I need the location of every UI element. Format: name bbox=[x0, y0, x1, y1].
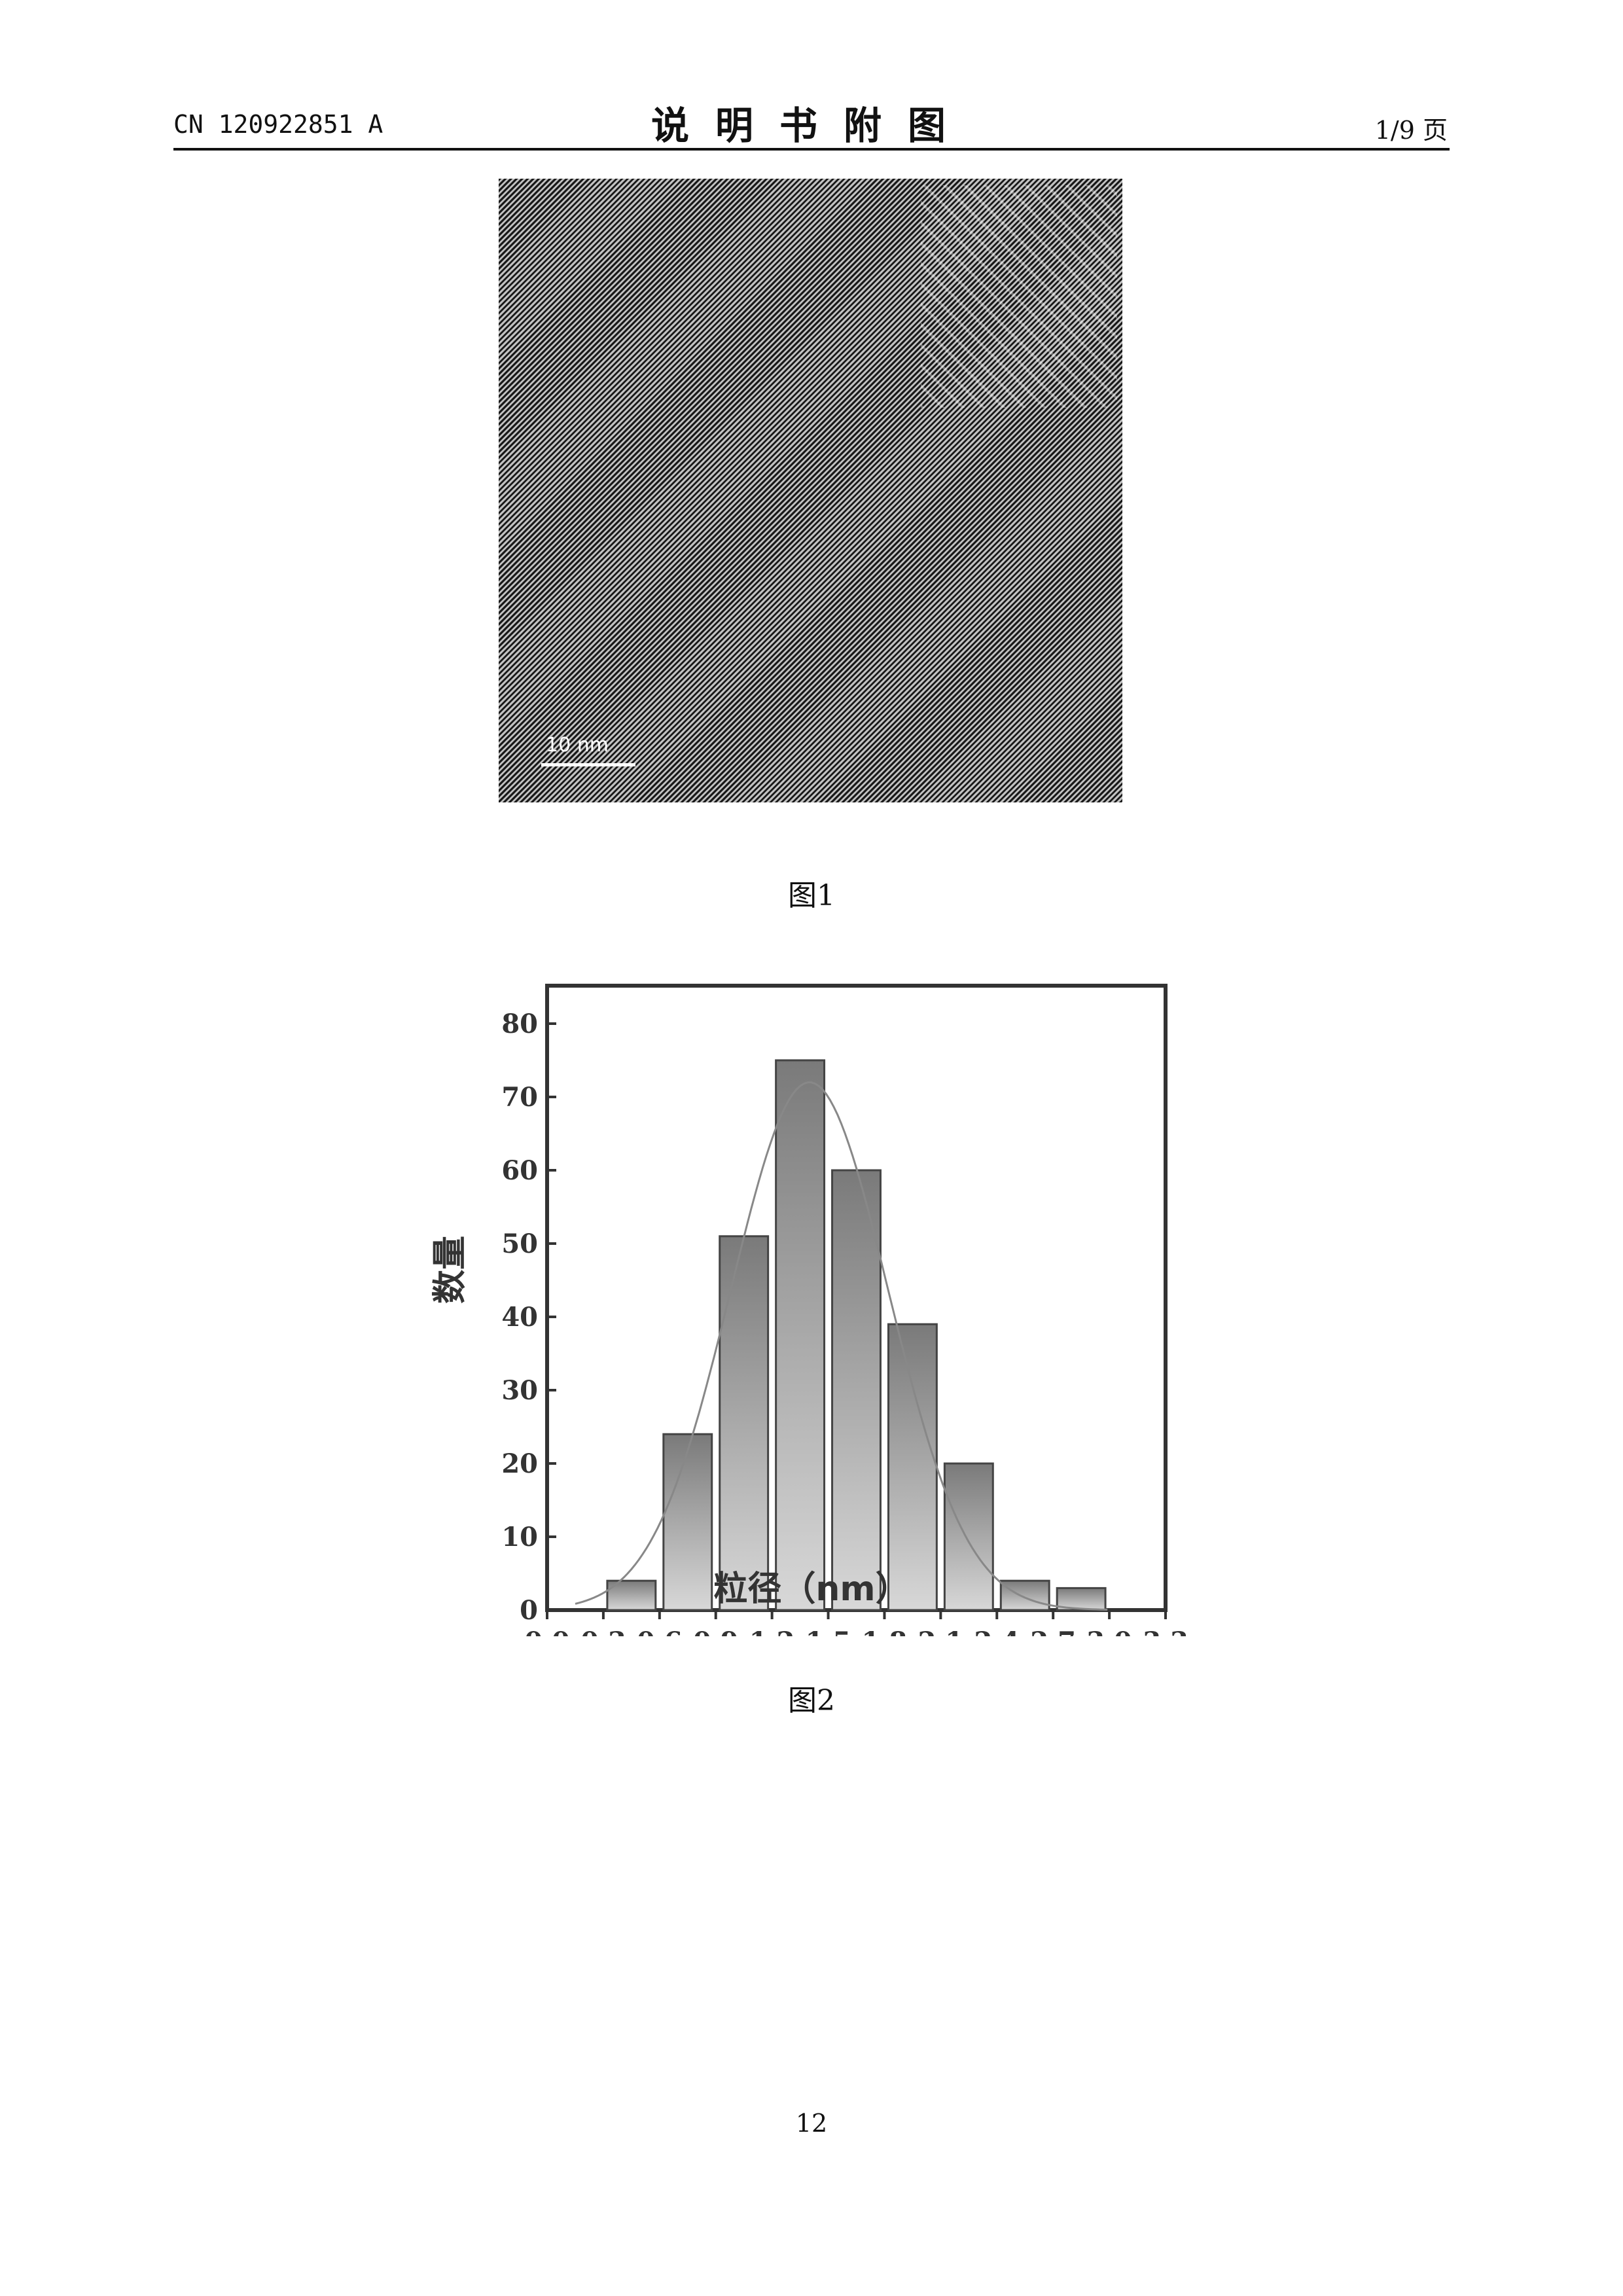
x-tick-label: 2.1 bbox=[918, 1626, 964, 1636]
x-tick-label: 0.9 bbox=[693, 1626, 739, 1636]
histogram-bar bbox=[776, 1060, 825, 1610]
y-tick-label: 80 bbox=[501, 1009, 538, 1039]
histogram-bar bbox=[1001, 1581, 1049, 1610]
x-tick-label: 3.0 bbox=[1086, 1626, 1132, 1636]
y-tick-label: 0 bbox=[520, 1595, 538, 1626]
x-tick-label: 0.3 bbox=[580, 1626, 626, 1636]
histogram-bar bbox=[944, 1463, 993, 1610]
x-axis-title: 粒径（nm） bbox=[713, 1570, 909, 1609]
x-tick-label: 3.3 bbox=[1143, 1626, 1188, 1636]
figure2-caption: 图2 bbox=[0, 1677, 1623, 1719]
x-tick-label: 2.7 bbox=[1030, 1626, 1076, 1636]
y-tick-label: 70 bbox=[501, 1082, 538, 1113]
x-tick-label: 2.4 bbox=[974, 1626, 1020, 1636]
x-tick-label: 0.6 bbox=[637, 1626, 683, 1636]
histogram-bar bbox=[888, 1324, 936, 1610]
page-number: 12 bbox=[0, 2109, 1623, 2138]
y-tick-label: 10 bbox=[501, 1522, 538, 1552]
y-tick-label: 50 bbox=[501, 1229, 538, 1259]
y-tick-label: 30 bbox=[501, 1375, 538, 1406]
y-tick-label: 20 bbox=[501, 1448, 538, 1479]
x-tick-label: 1.8 bbox=[862, 1626, 908, 1636]
particle-size-histogram: 0 10 20 30 40 50 60 70 80 0.0 0.3 0.6 0.9 1.2 1.5 1.8 2… bbox=[0, 0, 1623, 1636]
x-tick-label: 1.5 bbox=[806, 1626, 851, 1636]
histogram-bar bbox=[664, 1434, 712, 1610]
x-tick-label: 1.2 bbox=[749, 1626, 795, 1636]
x-tick-label: 0.0 bbox=[524, 1626, 570, 1636]
y-axis-title: 数量 bbox=[431, 1236, 470, 1304]
y-tick-label: 60 bbox=[501, 1155, 538, 1186]
y-tick-label: 40 bbox=[501, 1302, 538, 1333]
histogram-bar bbox=[832, 1170, 881, 1610]
histogram-bar bbox=[720, 1236, 768, 1610]
